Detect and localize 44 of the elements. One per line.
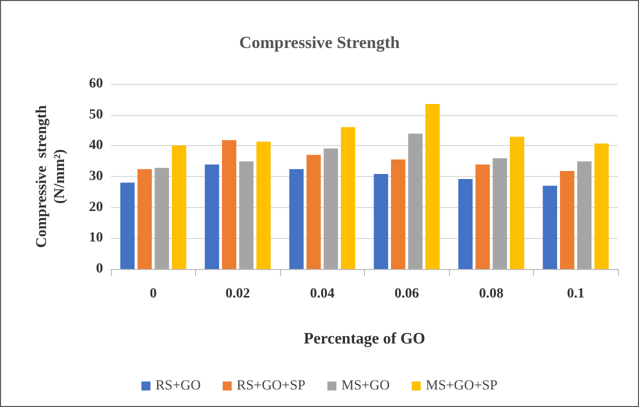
bar [577,161,592,269]
legend-label: MS+GO+SP [426,378,498,394]
y-tick-label: 30 [89,169,103,184]
bar [239,161,254,269]
bar [458,178,473,269]
bar [374,174,388,269]
y-tick-label: 10 [89,230,103,246]
bar [594,144,609,269]
bar [289,169,304,269]
x-tick-label: 0.04 [310,286,334,302]
bar [510,136,524,269]
y-tick-label: 50 [89,107,103,122]
y-tick-label: 40 [89,138,103,154]
bar [560,170,574,269]
bar [204,164,220,269]
bar [408,134,423,269]
bar [222,140,236,269]
y-tick-label: 0 [96,262,103,276]
x-tick-label: 0.08 [479,286,504,302]
bar [475,164,490,269]
y-tick-label: 60 [89,76,103,92]
x-tick-label: 0.02 [226,286,250,302]
x-tick-label: 0.1 [567,286,584,302]
bar [340,127,356,269]
x-tick-label: 0.06 [394,286,419,302]
bar [324,148,338,269]
bar [390,160,406,269]
bar [137,169,152,269]
bar [306,154,321,269]
x-tick-label: 0 [150,286,157,302]
legend-label: RS+GO [155,378,201,394]
bar [425,104,440,269]
bar [154,168,170,269]
y-tick-label: 20 [89,200,103,215]
y-axis-title: Compressive strength (N/mm²) [34,104,68,248]
bar [172,145,186,269]
chart-title: Compressive Strength [239,33,400,52]
bar [256,142,271,269]
x-axis-title: Percentage of GO [304,330,426,348]
bar [492,158,508,269]
legend-label: RS+GO+SP [236,378,306,394]
bar [542,186,558,269]
bar [120,182,135,269]
legend-label: MS+GO [341,378,390,394]
